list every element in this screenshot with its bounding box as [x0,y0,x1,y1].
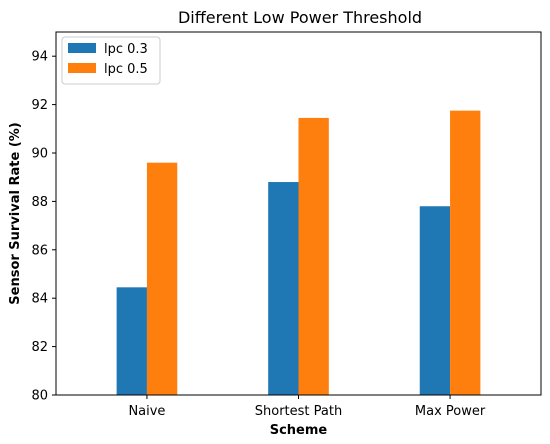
x-tick-label: Naive [128,404,165,419]
bar [146,162,178,395]
y-axis-label: Sensor Survival Rate (%) [8,122,23,304]
bar [450,110,481,396]
y-tick-label: 94 [31,50,48,65]
x-tick-label: Shortest Path [255,404,342,419]
y-tick-label: 90 [31,147,48,162]
bar [116,287,147,395]
legend-swatch [68,63,96,73]
bar [419,206,451,395]
y-tick-label: 92 [31,98,48,113]
legend-label: lpc 0.3 [104,42,148,57]
x-axis: Naive Shortest Path Max Power [128,395,486,419]
y-tick-label: 82 [31,340,48,355]
y-tick-label: 84 [31,292,48,307]
bar [268,182,299,395]
y-tick-label: 80 [31,389,48,404]
y-tick-label: 88 [31,195,48,210]
plot-area [116,110,481,396]
bar [298,117,329,395]
x-axis-label: Scheme [270,423,328,438]
x-tick-label: Max Power [415,404,486,419]
chart-title: Different Low Power Threshold [178,8,422,27]
legend-label: lpc 0.5 [104,62,148,77]
legend-swatch [68,43,96,53]
y-tick-label: 86 [31,243,48,258]
y-axis: 80 82 84 86 88 90 92 94 [31,50,56,404]
legend: lpc 0.3 lpc 0.5 [61,36,161,85]
